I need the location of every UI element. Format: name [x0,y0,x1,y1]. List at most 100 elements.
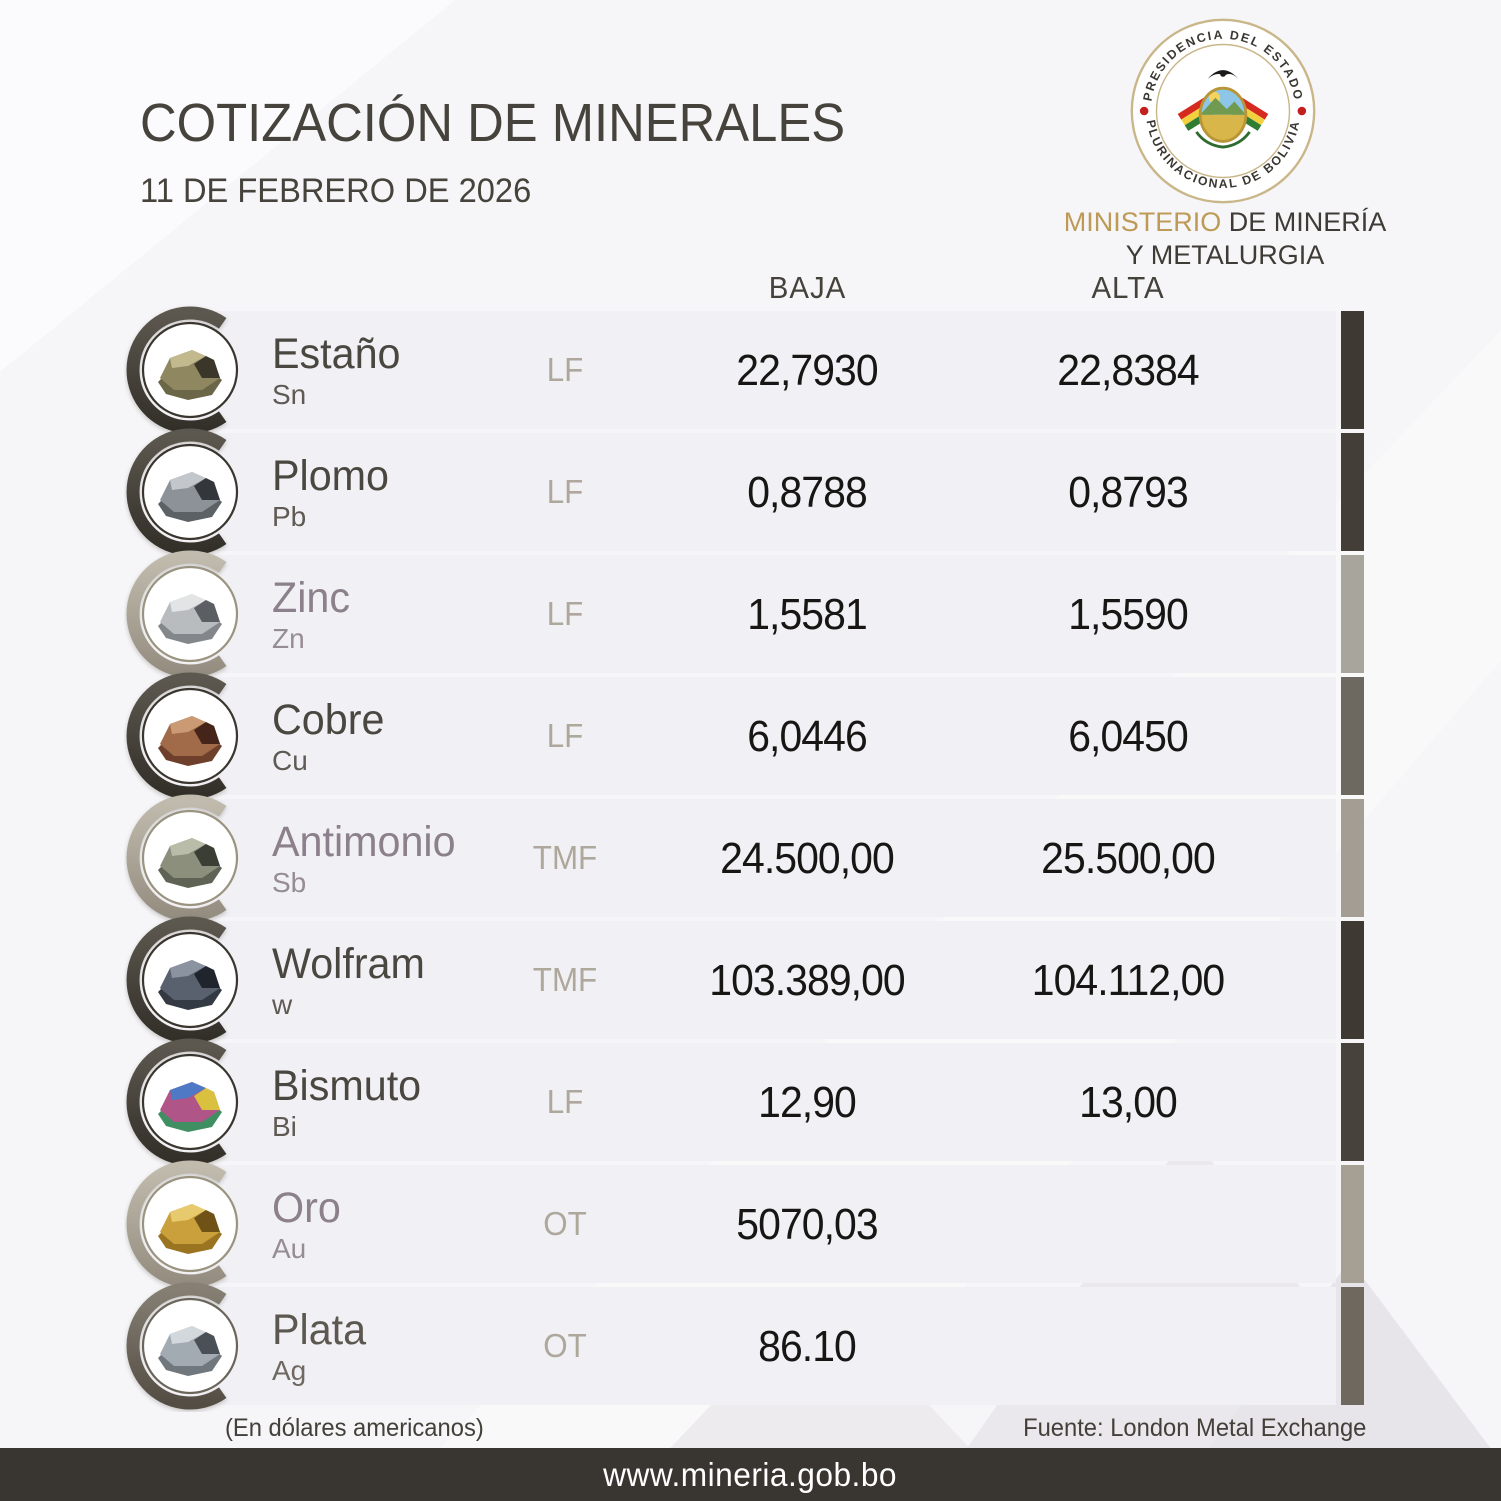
mineral-photo-badge [124,792,256,924]
unit-label: OT [543,1205,587,1242]
row-color-bar [1341,677,1364,795]
mineral-label: Wolfram w [272,941,431,1023]
table-row: Zinc Zn LF 1,5581 1,5590 [126,550,1364,678]
unit-label: LF [546,473,584,510]
mineral-label: Estaño Sn [272,331,406,413]
rock-icon [158,594,222,644]
low-value: 6,0446 [747,712,868,761]
mineral-icon [126,306,239,434]
mineral-icon [126,1038,239,1166]
low-value: 22,7930 [736,346,878,395]
mineral-symbol: Sn [272,379,307,410]
mineral-photo-badge [124,670,256,802]
mineral-icon [126,1160,239,1288]
table-row: Bismuto Bi LF 12,90 13,00 [126,1038,1364,1166]
row-color-bar [1341,921,1364,1039]
row-background-band [197,1287,1336,1405]
mineral-label: Cobre Cu [272,697,389,779]
source-note: Fuente: London Metal Exchange [1022,1414,1366,1442]
row-background-band [197,555,1336,673]
table-row: Estaño Sn LF 22,7930 22,8384 [126,306,1364,434]
row-color-bar [1341,311,1364,429]
row-background-band [197,1165,1336,1283]
mineral-name: Bismuto [272,1062,422,1110]
unit-label: LF [546,595,584,632]
row-color-bar [1341,799,1364,917]
column-header-alta: ALTA [1091,270,1165,305]
rock-icon [158,472,222,522]
unit-label: LF [546,351,584,388]
ministry-name: MINISTERIO DE MINERÍA Y METALURGIA [1060,206,1390,272]
mineral-photo-badge [124,914,256,1046]
mineral-label: Bismuto Bi [272,1063,427,1145]
low-value: 1,5581 [747,590,868,639]
row-background-band [197,799,1336,917]
mineral-photo-badge [124,1280,256,1412]
mineral-name: Cobre [272,696,385,744]
mineral-photo-badge [124,304,256,436]
mineral-symbol: Cu [272,745,308,776]
minerals-table: Estaño Sn LF 22,7930 22,8384 Plomo Pb [126,306,1364,1410]
high-value: 1,5590 [1068,590,1189,639]
bolivia-state-seal-logo: PRESIDENCIA DEL ESTADO PLURINACIONAL DE … [1128,16,1318,206]
currency-note: (En dólares americanos) [225,1414,484,1442]
high-value: 104.112,00 [1031,956,1225,1005]
ministry-word-rest: DE MINERÍA [1221,207,1387,237]
mineral-name: Oro [272,1184,341,1232]
state-seal-icon: PRESIDENCIA DEL ESTADO PLURINACIONAL DE … [1130,18,1316,204]
rock-icon [158,960,222,1010]
rock-icon [158,716,222,766]
row-background-band [197,677,1336,795]
mineral-name: Plomo [272,452,390,500]
row-background-band [197,1043,1336,1161]
table-row: Plomo Pb LF 0,8788 0,8793 [126,428,1364,556]
mineral-label: Plata Ag [272,1307,370,1389]
mineral-photo-badge [124,1158,256,1290]
mineral-name: Antimonio [272,818,456,866]
mineral-icon [126,916,239,1044]
row-background-band [197,433,1336,551]
row-color-bar [1341,1165,1364,1283]
mineral-name: Zinc [272,574,350,622]
high-value: 13,00 [1079,1078,1178,1127]
row-color-bar [1341,555,1364,673]
mineral-icon [126,550,239,678]
low-value: 103.389,00 [709,956,905,1005]
low-value: 86.10 [758,1322,857,1371]
row-color-bar [1341,1043,1364,1161]
table-row: Wolfram w TMF 103.389,00 104.112,00 [126,916,1364,1044]
row-color-bar [1341,1287,1364,1405]
mineral-label: Antimonio Sb [272,819,463,901]
high-value: 6,0450 [1068,712,1189,761]
high-value: 22,8384 [1057,346,1199,395]
unit-label: TMF [532,961,598,998]
mineral-symbol: Au [272,1233,307,1264]
table-row: Antimonio Sb TMF 24.500,00 25.500,00 [126,794,1364,922]
table-row: Oro Au OT 5070,03 [126,1160,1364,1288]
mineral-label: Oro Au [272,1185,344,1267]
seal-dot-right [1297,106,1307,116]
rock-icon [158,1204,222,1254]
mineral-symbol: Ag [272,1355,307,1386]
seal-dot-left [1139,106,1149,116]
mineral-name: Estaño [272,330,401,378]
mineral-symbol: Pb [272,501,307,532]
mineral-photo-badge [124,1036,256,1168]
table-row: Plata Ag OT 86.10 [126,1282,1364,1410]
high-value: 25.500,00 [1041,834,1216,883]
ministry-word-accent: MINISTERIO [1063,207,1222,237]
rock-icon [158,350,222,400]
column-header-baja: BAJA [768,270,847,305]
table-row: Cobre Cu LF 6,0446 6,0450 [126,672,1364,800]
unit-label: LF [546,717,584,754]
row-color-bar [1341,433,1364,551]
bottom-bar: www.mineria.gob.bo [0,1448,1501,1501]
low-value: 24.500,00 [720,834,895,883]
mineral-name: Wolfram [272,940,425,988]
mineral-icon [126,794,239,922]
unit-label: TMF [532,839,598,876]
unit-label: LF [546,1083,584,1120]
ministry-line2: Y METALURGIA [1125,240,1325,270]
high-value: 0,8793 [1068,468,1189,517]
low-value: 5070,03 [736,1200,878,1249]
